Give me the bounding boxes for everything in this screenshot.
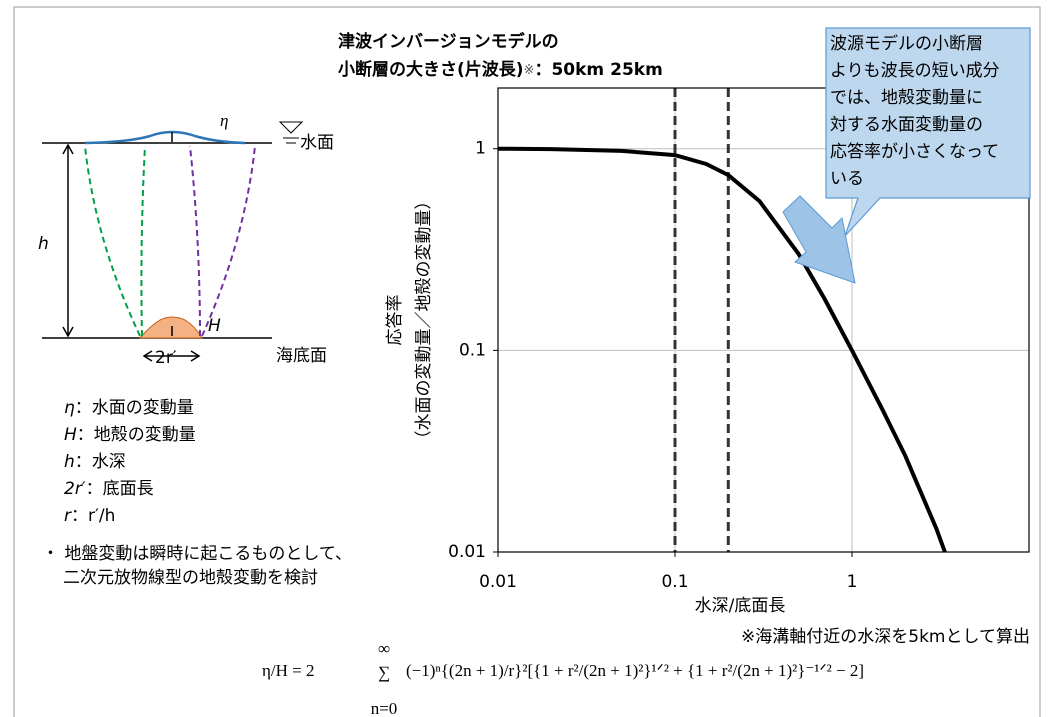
ray (189, 145, 201, 337)
width-label: 2r′ (155, 348, 177, 368)
callout-arrow (782, 195, 856, 284)
legend-text: ：水面の変動量 (75, 398, 194, 418)
legend-item: η：水面の変動量 (64, 398, 194, 418)
legend-text: ：底面長 (86, 479, 154, 499)
y-axis-title: 応答率 (385, 295, 405, 346)
x-tick-label: 0.01 (479, 572, 517, 592)
ray (140, 145, 146, 337)
legend-item: 2r′：底面長 (64, 479, 154, 499)
uplift (138, 316, 203, 339)
legend-symbol: H (64, 425, 77, 445)
eta-label: η (220, 111, 228, 130)
chart-title: 小断層の大きさ(片波長)※：50km 25km (338, 59, 663, 80)
legend-item: H：地殻の変動量 (64, 425, 196, 445)
y-tick-label: 0.01 (448, 542, 486, 562)
legend-text: ：r′/h (71, 506, 115, 526)
data-line (497, 146, 947, 553)
title-ref: 50km (551, 60, 604, 80)
legend-text: ：地殻の変動量 (77, 425, 196, 445)
legend-item: r：r′/h (64, 506, 115, 526)
width-arrow-heads (142, 350, 201, 362)
callout-line: 対する水面変動量の (830, 115, 983, 135)
diagram: η 水面 h H 2r′ 海底面 (38, 111, 334, 368)
legend-symbol: h (64, 452, 75, 472)
title-mark: ※ (524, 63, 535, 78)
bullet: 二次元放物線型の地殻変動を検討 (63, 568, 318, 588)
bullet: ・ 地盤変動は瞬時に起こるものとして、 (42, 544, 352, 564)
legend-symbol: r (64, 506, 72, 526)
callout-line: いる (830, 169, 864, 189)
legend-item: h：水深 (64, 452, 126, 472)
callout-line: 応答率が小さくなって (830, 142, 999, 162)
water-symbol (278, 121, 304, 144)
depth-label: h (38, 234, 49, 254)
title-text: 小断層の大きさ(片波長) (338, 59, 524, 80)
callout-line: では、地殻変動量に (830, 88, 983, 108)
formula: η/H = 2 ∞ ∑ n=0 (−1)ⁿ{(2n + 1)/r}²[{1 + … (262, 639, 864, 717)
x-tick-label: 1 (847, 572, 858, 592)
note: ※海溝軸付近の水深を5kmとして算出 (741, 627, 1030, 647)
ray (84, 145, 141, 337)
callout-line: 波源モデルの小断層 (830, 33, 983, 54)
callout: 波源モデルの小断層よりも波長の短い成分では、地殻変動量に対する水面変動量の応答率… (830, 33, 1000, 189)
y-tick-label: 0.1 (459, 340, 486, 360)
plot-frame (497, 87, 1030, 553)
depth-arrow-heads (62, 143, 74, 338)
surface-label: 水面 (300, 133, 334, 153)
seabed-label: 海底面 (276, 346, 327, 366)
callout-line: よりも波長の短い成分 (830, 61, 1000, 81)
legend-symbol: η (64, 398, 75, 418)
y-tick-label: 1 (475, 139, 486, 159)
title-sep: ： (534, 60, 551, 80)
uplift-label: H (208, 316, 221, 336)
ray (201, 145, 256, 337)
legend-symbol: 2r′ (64, 479, 86, 499)
formula-lhs: η/H = 2 (262, 661, 314, 680)
legend-text: ：水深 (75, 452, 126, 472)
formula-upper: ∞ (378, 639, 390, 658)
x-tick-label: 0.1 (661, 572, 688, 592)
callout-box (825, 27, 1031, 237)
wave (84, 130, 246, 145)
chart-title: 津波インバージョンモデルの (338, 31, 559, 52)
formula-lower: n=0 (371, 699, 398, 717)
formula-body: (−1)ⁿ{(2n + 1)/r}²[{1 + r²/(2n + 1)²}¹ᐟ²… (406, 661, 864, 680)
y-axis-title: （水面の変動量／地殻の変動量） (414, 193, 434, 448)
title-ref: 25km (610, 60, 663, 80)
x-axis-title: 水深/底面長 (695, 596, 786, 616)
formula-sum: ∑ (378, 663, 390, 682)
